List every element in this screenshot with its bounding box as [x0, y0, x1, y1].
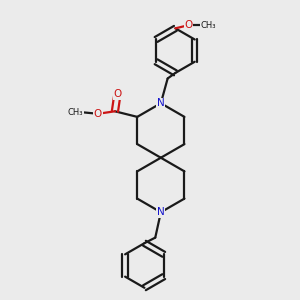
Text: N: N — [157, 98, 165, 108]
Text: O: O — [184, 20, 193, 30]
Text: CH₃: CH₃ — [200, 21, 216, 30]
Text: CH₃: CH₃ — [68, 108, 83, 117]
Text: O: O — [113, 89, 122, 99]
Text: N: N — [157, 207, 165, 217]
Text: O: O — [94, 109, 102, 119]
